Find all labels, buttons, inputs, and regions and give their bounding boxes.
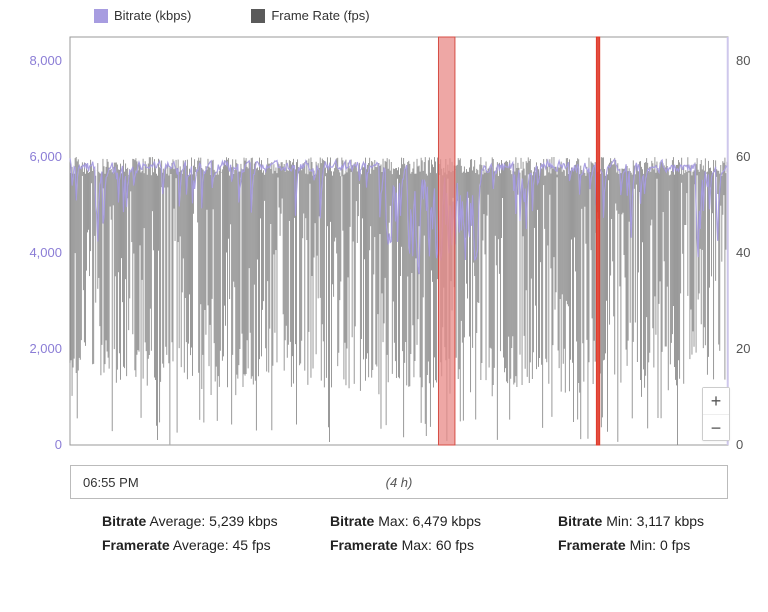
zoom-in-button[interactable]: + [703,388,729,414]
svg-text:40: 40 [736,245,750,260]
time-duration: (4 h) [386,475,413,490]
svg-text:8,000: 8,000 [29,53,62,68]
svg-text:0: 0 [736,437,743,451]
svg-text:60: 60 [736,149,750,164]
legend-label: Bitrate (kbps) [114,8,191,23]
stat-bitrate-min: Bitrate Min: 3,117 kbps [558,513,738,529]
time-start: 06:55 PM [83,475,139,490]
zoom-controls: + − [702,387,730,441]
svg-text:4,000: 4,000 [29,245,62,260]
stream-stats-panel: Bitrate (kbps) Frame Rate (fps) 0 2,000 4,… [0,0,768,612]
chart-legend: Bitrate (kbps) Frame Rate (fps) [10,4,758,31]
svg-text:0: 0 [55,437,62,451]
stats-row-bitrate: Bitrate Average: 5,239 kbps Bitrate Max:… [102,513,728,529]
zoom-out-button[interactable]: − [703,414,729,440]
stat-bitrate-max: Bitrate Max: 6,479 kbps [330,513,510,529]
stats-block: Bitrate Average: 5,239 kbps Bitrate Max:… [102,513,728,553]
svg-text:6,000: 6,000 [29,149,62,164]
svg-text:20: 20 [736,341,750,356]
chart[interactable]: 0 2,000 4,000 6,000 8,000 0 20 40 60 80 + − [10,31,758,451]
svg-text:80: 80 [736,53,750,68]
svg-text:2,000: 2,000 [29,341,62,356]
chart-svg: 0 2,000 4,000 6,000 8,000 0 20 40 60 80 [10,31,758,451]
stat-framerate-avg: Framerate Average: 45 fps [102,537,282,553]
legend-swatch-framerate [251,9,265,23]
stat-framerate-max: Framerate Max: 60 fps [330,537,510,553]
stat-framerate-min: Framerate Min: 0 fps [558,537,738,553]
legend-swatch-bitrate [94,9,108,23]
stat-bitrate-avg: Bitrate Average: 5,239 kbps [102,513,282,529]
stats-row-framerate: Framerate Average: 45 fps Framerate Max:… [102,537,728,553]
time-range-bar[interactable]: 06:55 PM (4 h) [70,465,728,499]
legend-item-bitrate: Bitrate (kbps) [94,8,191,23]
legend-item-framerate: Frame Rate (fps) [251,8,369,23]
legend-label: Frame Rate (fps) [271,8,369,23]
